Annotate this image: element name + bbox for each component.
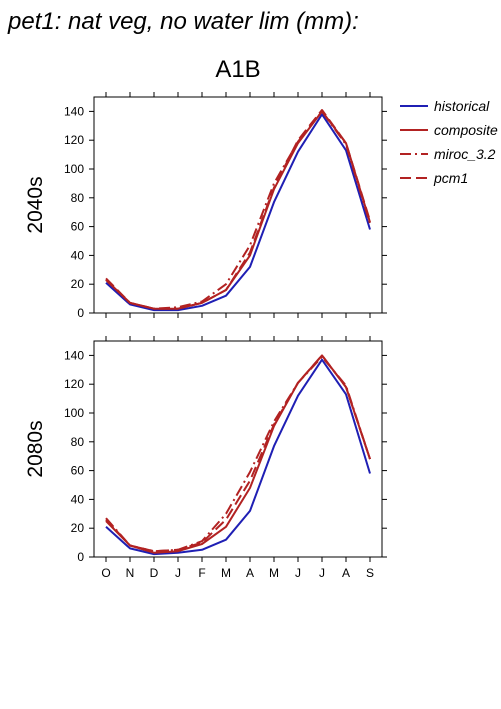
y-tick-label: 40 — [71, 492, 85, 506]
y-tick-label: 120 — [64, 133, 84, 147]
legend-label: miroc_3.2 — [434, 146, 496, 162]
series-line-historical — [105, 113, 371, 312]
x-tick-label: S — [366, 566, 374, 580]
chart-panel-2040s: 0 20 40 60 80 100 120 140 2040s — [24, 92, 387, 320]
x-tick-label: A — [342, 566, 350, 580]
x-tick-label: J — [175, 566, 181, 580]
plot-frame — [93, 96, 383, 314]
series-line-composite — [105, 110, 371, 310]
y-tick-label: 20 — [71, 521, 85, 535]
y-tick-label: 140 — [64, 104, 84, 118]
y-tick-label: 40 — [71, 248, 85, 262]
plot-frame — [93, 340, 383, 558]
y-tick-label: 140 — [64, 348, 84, 362]
legend-label: historical — [434, 98, 490, 114]
y-tick-label: 80 — [71, 191, 85, 205]
x-tick-label: O — [101, 566, 110, 580]
y-tick-label: 60 — [71, 464, 85, 478]
y-tick-label: 80 — [71, 435, 85, 449]
legend-label: composite — [434, 122, 498, 138]
y-tick-label: 20 — [71, 277, 85, 291]
x-tick-label: N — [126, 566, 135, 580]
legend: historical composite miroc_3.2 pcm1 — [400, 98, 498, 186]
series-line-historical — [105, 358, 371, 556]
panel-label: 2040s — [24, 176, 47, 233]
x-tick-label: F — [198, 566, 205, 580]
scenario-title: A1B — [215, 56, 261, 83]
y-tick-label: 100 — [64, 162, 84, 176]
x-tick-label: J — [319, 566, 325, 580]
series-line-miroc-3-2 — [105, 355, 371, 553]
x-tick-label: A — [246, 566, 254, 580]
x-tick-label: M — [269, 566, 279, 580]
chart-panel-2080s: 0 20 40 60 80 100 120 140 O N D J F M A M J J A S 2080s — [24, 336, 387, 580]
y-tick-label: 0 — [77, 550, 84, 564]
legend-label: pcm1 — [433, 170, 468, 186]
page-title: pet1: nat veg, no water lim (mm): — [8, 8, 359, 35]
y-tick-label: 120 — [64, 377, 84, 391]
series-line-composite — [105, 354, 371, 554]
y-tick-label: 100 — [64, 406, 84, 420]
series-line-pcm1 — [105, 354, 371, 553]
y-tick-label: 60 — [71, 220, 85, 234]
x-tick-label: M — [221, 566, 231, 580]
x-tick-label: D — [150, 566, 159, 580]
x-tick-label: J — [295, 566, 301, 580]
panel-label: 2080s — [24, 420, 47, 477]
series-line-pcm1 — [105, 109, 371, 310]
series-line-miroc-3-2 — [105, 110, 371, 310]
y-tick-label: 0 — [77, 306, 84, 320]
